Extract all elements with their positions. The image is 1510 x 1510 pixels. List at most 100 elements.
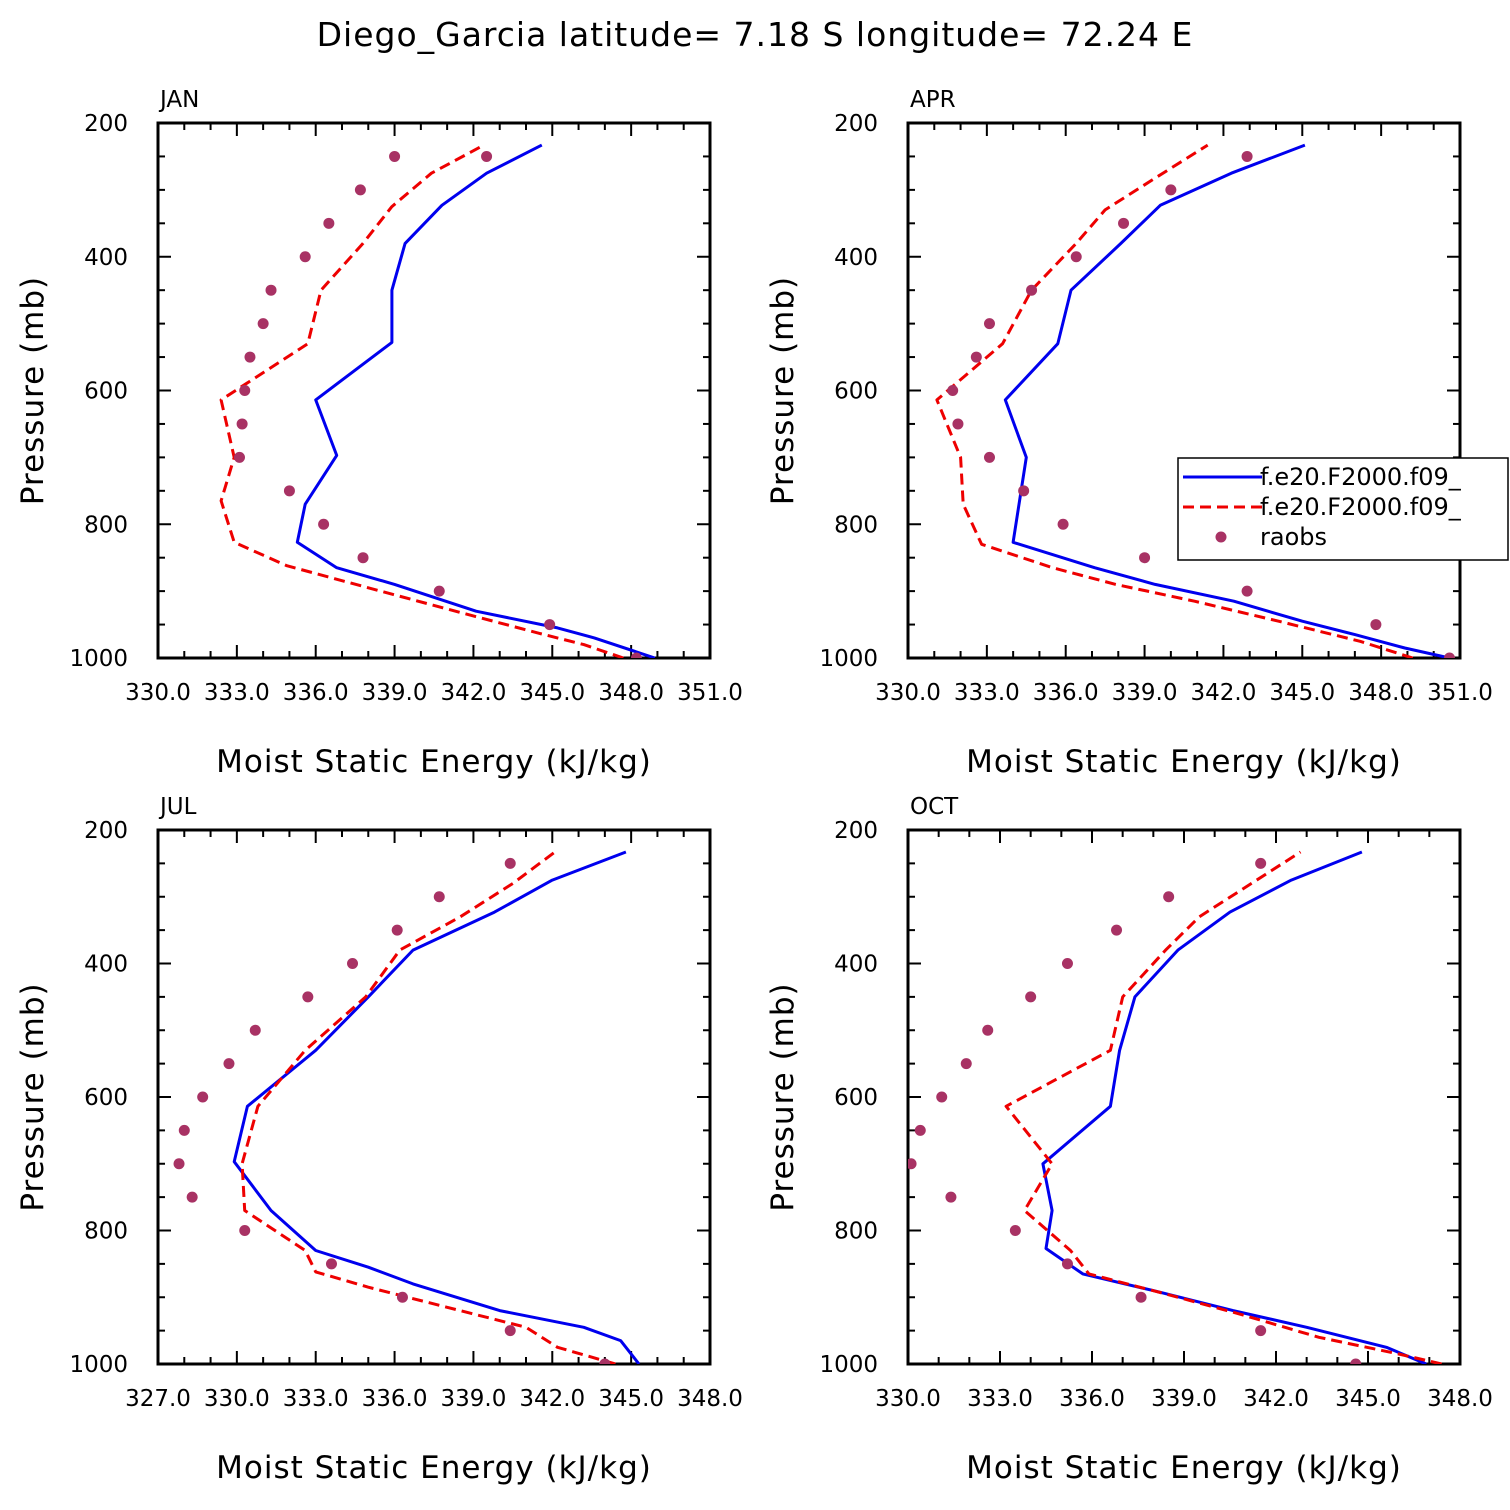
raobs-point bbox=[357, 552, 369, 564]
raobs-point bbox=[1057, 518, 1069, 530]
y-tick-label: 800 bbox=[84, 512, 128, 538]
raobs-point bbox=[239, 1225, 251, 1236]
legend-entry-label: f.e20.F2000.f09_ bbox=[1260, 493, 1462, 521]
x-axis-title: Moist Static Energy (kJ/kg) bbox=[966, 1450, 1402, 1486]
raobs-point bbox=[945, 1191, 957, 1203]
panel-label: APR bbox=[910, 87, 956, 113]
x-tick-label: 348.0 bbox=[677, 1386, 743, 1412]
raobs-point bbox=[236, 418, 248, 430]
raobs-point bbox=[1163, 891, 1175, 903]
raobs-point bbox=[299, 251, 311, 263]
raobs-point bbox=[1255, 857, 1267, 869]
x-tick-label: 333.0 bbox=[283, 1386, 349, 1412]
raobs-point bbox=[389, 150, 401, 162]
raobs-point bbox=[318, 518, 330, 530]
raobs-point bbox=[1241, 150, 1253, 162]
raobs-point bbox=[1139, 552, 1151, 564]
raobs-point bbox=[186, 1191, 198, 1203]
model-solid-line bbox=[232, 850, 641, 1364]
raobs-point bbox=[173, 1158, 185, 1170]
model-dashed-line bbox=[240, 850, 616, 1364]
x-tick-label: 330.0 bbox=[125, 680, 191, 706]
panel-label: JAN bbox=[158, 87, 199, 113]
raobs-point bbox=[283, 485, 295, 497]
x-tick-label: 336.0 bbox=[283, 680, 349, 706]
data-layer bbox=[935, 143, 1455, 658]
raobs-point bbox=[1165, 184, 1177, 196]
x-tick-label: 342.0 bbox=[519, 1386, 585, 1412]
x-tick-label: 330.0 bbox=[875, 680, 941, 706]
x-tick-label: 333.0 bbox=[954, 680, 1020, 706]
raobs-point bbox=[947, 385, 959, 396]
x-axis-title: Moist Static Energy (kJ/kg) bbox=[216, 744, 652, 780]
raobs-point bbox=[983, 451, 995, 463]
raobs-point bbox=[1443, 652, 1455, 658]
raobs-point bbox=[983, 318, 995, 330]
raobs-point bbox=[599, 1358, 611, 1364]
raobs-point bbox=[630, 652, 642, 658]
plot-frame bbox=[156, 828, 712, 1366]
x-tick-label: 333.0 bbox=[967, 1386, 1033, 1412]
raobs-point bbox=[233, 451, 245, 463]
legend-box bbox=[1177, 457, 1509, 561]
raobs-point bbox=[244, 351, 256, 363]
y-tick-label: 400 bbox=[84, 245, 128, 271]
x-tick-label: 339.0 bbox=[362, 680, 428, 706]
chart-panel-jan: JAN 330.0 333.0 336.0 339.0 342.0 345.0 348.0 35… bbox=[15, 87, 743, 780]
data-layer bbox=[908, 850, 1442, 1364]
plot-frame bbox=[156, 121, 712, 660]
raobs-point bbox=[354, 184, 366, 196]
model-dashed-line bbox=[1004, 850, 1442, 1364]
raobs-point bbox=[914, 1124, 926, 1136]
raobs-point bbox=[960, 1058, 972, 1070]
raobs-point bbox=[936, 1091, 948, 1103]
model-solid-line bbox=[1003, 143, 1450, 658]
plot-frame bbox=[906, 828, 1462, 1366]
y-tick-label: 200 bbox=[834, 111, 878, 137]
raobs-point bbox=[433, 585, 445, 597]
raobs-point bbox=[1061, 958, 1073, 969]
x-tick-label: 345.0 bbox=[1335, 1386, 1401, 1412]
x-tick-label: 327.0 bbox=[125, 1386, 191, 1412]
x-tick-label: 339.0 bbox=[1151, 1386, 1217, 1412]
raobs-point bbox=[1370, 619, 1382, 631]
x-axis-title: Moist Static Energy (kJ/kg) bbox=[966, 744, 1402, 780]
y-tick-label: 600 bbox=[84, 1085, 128, 1111]
y-tick-label: 1000 bbox=[69, 646, 128, 672]
x-tick-label: 342.0 bbox=[440, 680, 506, 706]
y-tick-label: 200 bbox=[84, 818, 128, 844]
raobs-point bbox=[396, 1291, 408, 1303]
raobs-point bbox=[1241, 585, 1253, 597]
plot-frame bbox=[906, 121, 1462, 660]
raobs-point bbox=[323, 217, 335, 229]
raobs-point bbox=[265, 284, 277, 296]
x-tick-label: 339.0 bbox=[440, 1386, 506, 1412]
raobs-point bbox=[325, 1258, 337, 1270]
x-tick-label: 348.0 bbox=[598, 680, 664, 706]
y-tick-label: 600 bbox=[834, 1085, 878, 1111]
y-tick-label: 1000 bbox=[69, 1352, 128, 1378]
raobs-point bbox=[249, 1024, 261, 1036]
y-tick-label: 1000 bbox=[819, 1352, 878, 1378]
model-dashed-line bbox=[219, 143, 624, 658]
y-tick-label: 800 bbox=[84, 1219, 128, 1245]
raobs-point bbox=[1255, 1325, 1267, 1337]
model-solid-line bbox=[1041, 850, 1427, 1364]
raobs-point bbox=[223, 1058, 235, 1070]
legend-entry-label: f.e20.F2000.f09_ bbox=[1260, 463, 1462, 491]
raobs-point bbox=[1111, 924, 1123, 936]
x-tick-label: 336.0 bbox=[1059, 1386, 1125, 1412]
raobs-point bbox=[1061, 1258, 1073, 1270]
panel-label: JUL bbox=[158, 794, 197, 820]
panel-label: OCT bbox=[910, 794, 959, 820]
x-tick-label: 333.0 bbox=[204, 680, 270, 706]
raobs-point bbox=[1018, 485, 1030, 497]
raobs-point bbox=[178, 1124, 190, 1136]
raobs-point bbox=[1070, 251, 1082, 263]
raobs-point bbox=[504, 1325, 516, 1337]
y-tick-label: 400 bbox=[834, 952, 878, 978]
chart-panel-apr: APR 330.0 333.0 336.0 339.0 342.0 345.0 348.0 35… bbox=[765, 87, 1493, 780]
x-tick-label: 342.0 bbox=[1243, 1386, 1309, 1412]
x-tick-label: 330.0 bbox=[204, 1386, 270, 1412]
